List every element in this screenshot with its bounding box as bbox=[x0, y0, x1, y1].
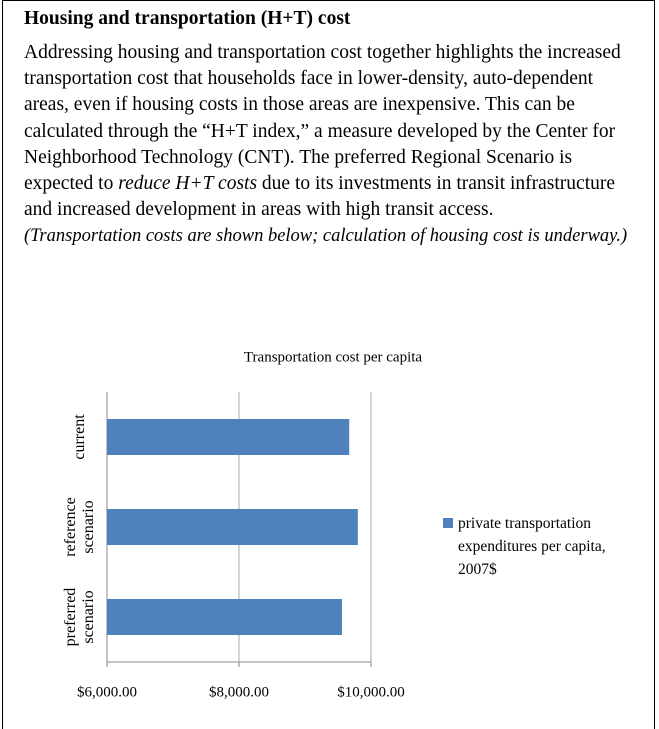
note: (Transportation costs are shown below; c… bbox=[24, 226, 628, 247]
chart-title: Transportation cost per capita bbox=[244, 349, 422, 365]
y-tick-label: current bbox=[71, 414, 88, 460]
bar bbox=[107, 509, 358, 545]
x-tick-label: $10,000.00 bbox=[337, 684, 405, 700]
heading: Housing and transportation (H+T) cost bbox=[24, 8, 351, 29]
legend-label: private transportation expenditures per … bbox=[458, 515, 606, 578]
legend-swatch bbox=[443, 518, 453, 528]
paragraph: Addressing housing and transportation co… bbox=[24, 40, 639, 223]
text-run: due to its investments in transit infras… bbox=[24, 173, 616, 221]
y-tick-label: reference scenario bbox=[62, 497, 97, 557]
y-tick-label: preferred scenario bbox=[62, 587, 97, 647]
x-tick-label: $6,000.00 bbox=[77, 684, 137, 700]
text-run: reduce H+T costs bbox=[118, 173, 258, 195]
bar bbox=[107, 599, 342, 635]
text-block: Housing and transportation (H+T) cost Ad… bbox=[24, 6, 639, 250]
text-run: Addressing housing and transportation co… bbox=[24, 42, 621, 195]
x-tick-label: $8,000.00 bbox=[209, 684, 269, 700]
bar bbox=[107, 419, 350, 455]
